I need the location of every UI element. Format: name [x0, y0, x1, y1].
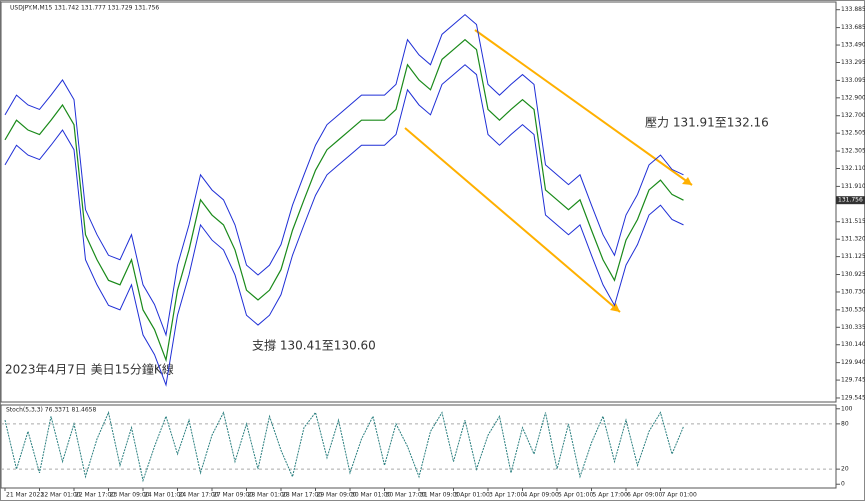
x-tick-label: 29 Mar 09:00 — [317, 492, 357, 499]
annotation: 壓力 131.91至132.16 — [645, 116, 769, 130]
y-tick-label: 130.530 — [841, 306, 865, 313]
y-tick-label: 129.745 — [841, 377, 865, 384]
last-price-label: 131.756 — [838, 197, 863, 204]
last-price-box — [836, 196, 865, 205]
lower-band — [4, 64, 684, 387]
price-line — [4, 410, 684, 483]
x-tick-label: 3 Apr 01:00 — [455, 492, 490, 499]
y-tick-label: 80 — [841, 420, 849, 427]
y-tick-label: 133.490 — [841, 42, 865, 49]
x-tick-label: 5 Apr 17:00 — [593, 492, 628, 499]
x-tick-label: 24 Mar 17:00 — [179, 492, 219, 499]
y-tick-label: 129.940 — [841, 359, 865, 366]
y-tick-label: 131.320 — [841, 236, 865, 243]
y-tick-label: 133.885 — [841, 6, 865, 13]
x-tick-label: 3 Apr 17:00 — [489, 492, 524, 499]
x-tick-label: 6 Apr 09:00 — [627, 492, 662, 499]
annotation: 支撐 130.41至130.60 — [252, 339, 376, 353]
y-tick-label: 130.335 — [841, 324, 865, 331]
chart-title: USDJPY.M,M15 131.742 131.777 131.729 131… — [10, 5, 159, 12]
x-tick-label: 27 Mar 09:00 — [213, 492, 253, 499]
upper-band — [4, 13, 684, 337]
stoch-title: Stoch(5,3,3) 76.3371 81.4658 — [6, 407, 97, 414]
x-tick-label: 28 Mar 01:00 — [248, 492, 288, 499]
y-tick-label: 133.685 — [841, 24, 865, 31]
x-tick-label: 22 Mar 17:00 — [75, 492, 115, 499]
y-tick-label: 20 — [841, 466, 849, 473]
y-tick-label: 100 — [841, 405, 853, 412]
y-tick-label: 130.140 — [841, 341, 865, 348]
y-tick-label: 133.095 — [841, 77, 865, 84]
arrow-head — [610, 303, 620, 312]
y-tick-label: 132.505 — [841, 130, 865, 137]
price-line — [4, 38, 684, 363]
y-tick-label: 131.125 — [841, 253, 865, 260]
x-tick-label: 4 Apr 09:00 — [524, 492, 559, 499]
y-tick-label: 132.900 — [841, 94, 865, 101]
x-tick-label: 28 Mar 17:00 — [282, 492, 322, 499]
x-tick-label: 30 Mar 17:00 — [386, 492, 426, 499]
y-tick-label: 131.910 — [841, 183, 865, 190]
support-line — [404, 127, 621, 313]
y-tick-label: 129.545 — [841, 394, 865, 401]
x-tick-label: 31 Mar 09:00 — [420, 492, 460, 499]
y-tick-label: 132.110 — [841, 165, 865, 172]
x-tick-label: 22 Mar 01:00 — [41, 492, 81, 499]
arrow-head — [682, 177, 692, 185]
y-tick-label: 132.700 — [841, 112, 865, 119]
x-tick-label: 30 Mar 01:00 — [351, 492, 391, 499]
x-tick-label: 7 Apr 01:00 — [662, 492, 697, 499]
x-tick-label: 24 Mar 01:00 — [144, 492, 184, 499]
x-tick-label: 23 Mar 09:00 — [110, 492, 150, 499]
x-tick-label: 21 Mar 2023 — [6, 492, 44, 499]
x-tick-label: 5 Apr 01:00 — [558, 492, 593, 499]
y-tick-label: 132.305 — [841, 148, 865, 155]
y-tick-label: 0 — [841, 481, 845, 488]
y-tick-label: 130.730 — [841, 288, 865, 295]
y-tick-label: 130.925 — [841, 271, 865, 278]
y-tick-label: 133.295 — [841, 59, 865, 66]
annotation: 2023年4月7日 美日15分鐘K線 — [5, 362, 174, 377]
y-tick-label: 131.515 — [841, 218, 865, 225]
